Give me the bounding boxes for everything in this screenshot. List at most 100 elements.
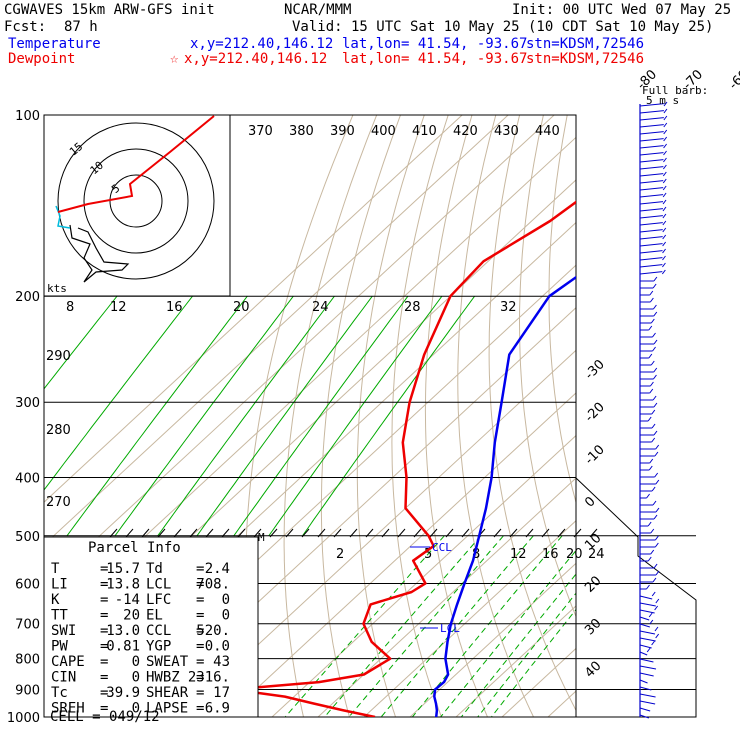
mixing-ratio-label-lower-2: 2	[336, 547, 344, 562]
wind-barb-flag	[653, 563, 658, 569]
mixing-ratio-upper-24	[196, 295, 373, 537]
mixing-ratio-label-upper-16: 16	[166, 300, 183, 315]
wind-barb	[639, 124, 664, 128]
hatch-mark	[189, 528, 198, 538]
pressure-label-500: 500	[15, 530, 40, 545]
valid-time: Valid: 15 UTC Sat 10 May 25 (10 CDT Sat …	[292, 19, 713, 35]
mixing-ratio-label-upper-24: 24	[312, 300, 329, 315]
theta-label-380: 380	[289, 124, 314, 139]
wind-barb-flag	[653, 339, 658, 345]
hodo-ring-10	[83, 148, 189, 254]
wind-barb-flag	[649, 619, 654, 625]
wind-barb-flag	[653, 276, 658, 282]
wind-barb-flag	[662, 227, 667, 233]
wind-barb	[639, 131, 664, 135]
parcel-row-6-k1: CAPE	[51, 654, 85, 670]
wind-barb-flag	[663, 143, 667, 149]
isotherm-label--30: -30	[582, 357, 608, 383]
wind-barb	[639, 117, 664, 121]
parcel-row-7-eq1: =	[100, 670, 108, 686]
wind-barb-flag	[652, 395, 657, 401]
parcel-row-3-eq1: =	[100, 608, 108, 624]
parcel-row-3-k2: EL	[146, 608, 163, 624]
wind-barb-flag	[654, 535, 659, 541]
wind-barb-flag	[651, 486, 656, 492]
mixing-ratio-upper-36	[302, 295, 476, 537]
pressure-label-100: 100	[15, 109, 40, 124]
pressure-axis: 100 200 300 400 500 600 700 800 900 1000	[7, 109, 40, 726]
pressure-label-800: 800	[15, 653, 40, 668]
parcel-row-1-eq1: =	[100, 577, 108, 593]
parcel-info-box: Parcel Info T =15.7 Td = 2.4LI =13.8 LCL =708.K…	[43, 536, 259, 725]
mixing-ratio-upper-32	[268, 295, 443, 537]
wind-barb	[639, 222, 663, 226]
parcel-row-5-eq1: =	[100, 639, 108, 655]
wind-barb	[639, 616, 650, 621]
mixing-ratio-lines	[44, 295, 576, 717]
theta-label-290: 290	[46, 349, 71, 364]
wind-barb-flag	[647, 416, 652, 422]
parcel-row-5-eq2: =	[196, 639, 204, 655]
mixing-ratio-label-lower-16: 16	[542, 547, 559, 562]
parcel-row-7-k2: HWBZ	[146, 670, 180, 686]
parcel-row-7-k1: CIN	[51, 670, 76, 686]
wind-barb-flag	[649, 297, 654, 303]
theta-270	[320, 115, 401, 717]
parcel-cell: CELL = 049/12	[50, 709, 160, 725]
pressure-label-1000: 1000	[7, 711, 40, 726]
parcel-row-5-v2: 0.0	[205, 639, 230, 655]
mixing-ratio-label-upper-28: 28	[404, 300, 421, 315]
parcel-row-0-v1: 15.7	[106, 561, 140, 577]
mixing-ratio-lower-20	[477, 592, 576, 717]
hatch-mark	[525, 528, 534, 538]
hatch-mark	[365, 528, 374, 538]
wind-barb-flag	[663, 122, 668, 128]
wind-barb	[639, 166, 664, 170]
hatch-mark	[301, 528, 310, 538]
mixing-ratio-label-lower-12: 12	[510, 547, 527, 562]
wind-barb-flag	[662, 206, 667, 212]
wind-barb-flag	[652, 283, 657, 289]
dewpoint-xy: x,y=212.40,146.12	[184, 51, 327, 67]
wind-barb	[639, 159, 664, 163]
wind-barb-flag	[654, 605, 659, 611]
wind-barb	[639, 602, 656, 607]
mixing-ratio-label-upper-32: 32	[500, 300, 517, 315]
parcel-row-0-eq1: =	[100, 561, 108, 577]
hatch-mark	[397, 528, 406, 538]
mixing-ratio-lower-8	[412, 535, 563, 717]
parcel-info-title: Parcel Info	[88, 540, 181, 556]
wind-barb	[639, 630, 656, 635]
wind-barb-flag	[652, 346, 656, 352]
parcel-row-2-eq2: =	[196, 592, 204, 608]
wind-barb	[639, 110, 664, 114]
pressure-label-300: 300	[15, 396, 40, 411]
parcel-row-2-v2: 0	[222, 592, 230, 608]
parcel-row-8-v1: 39.9	[106, 685, 140, 701]
theta-labels: 370 380 390 400 410 420 430 440 290 280 270	[46, 124, 560, 510]
parcel-row-5-v1: 0.81	[106, 639, 140, 655]
wind-barb	[639, 180, 664, 184]
mixing-ratio-lower-2	[324, 535, 482, 717]
parcel-row-1-k1: LI	[51, 577, 68, 593]
wind-barb	[639, 672, 654, 677]
hatch-mark	[493, 528, 502, 538]
wind-barb	[639, 623, 650, 628]
parcel-row-9-eq1: =	[100, 701, 108, 717]
lcl-label: LCL	[440, 622, 460, 635]
mixing-ratio-upper-28	[233, 295, 409, 537]
wind-barb	[639, 637, 656, 642]
theta-label-270: 270	[46, 495, 71, 510]
parcel-row-6-k2: SWEAT	[146, 654, 189, 670]
hatch-mark	[269, 528, 278, 538]
wind-barb	[639, 173, 664, 177]
hatch-marks	[109, 528, 598, 538]
wind-barb-flag	[663, 157, 667, 163]
wind-barb-flag	[662, 199, 667, 205]
theta-label-420: 420	[453, 124, 478, 139]
theta-label-430: 430	[494, 124, 519, 139]
hatch-mark	[573, 528, 582, 538]
barb-label-1: Full barb:	[642, 84, 708, 97]
parcel-row-0-eq2: =	[196, 561, 204, 577]
